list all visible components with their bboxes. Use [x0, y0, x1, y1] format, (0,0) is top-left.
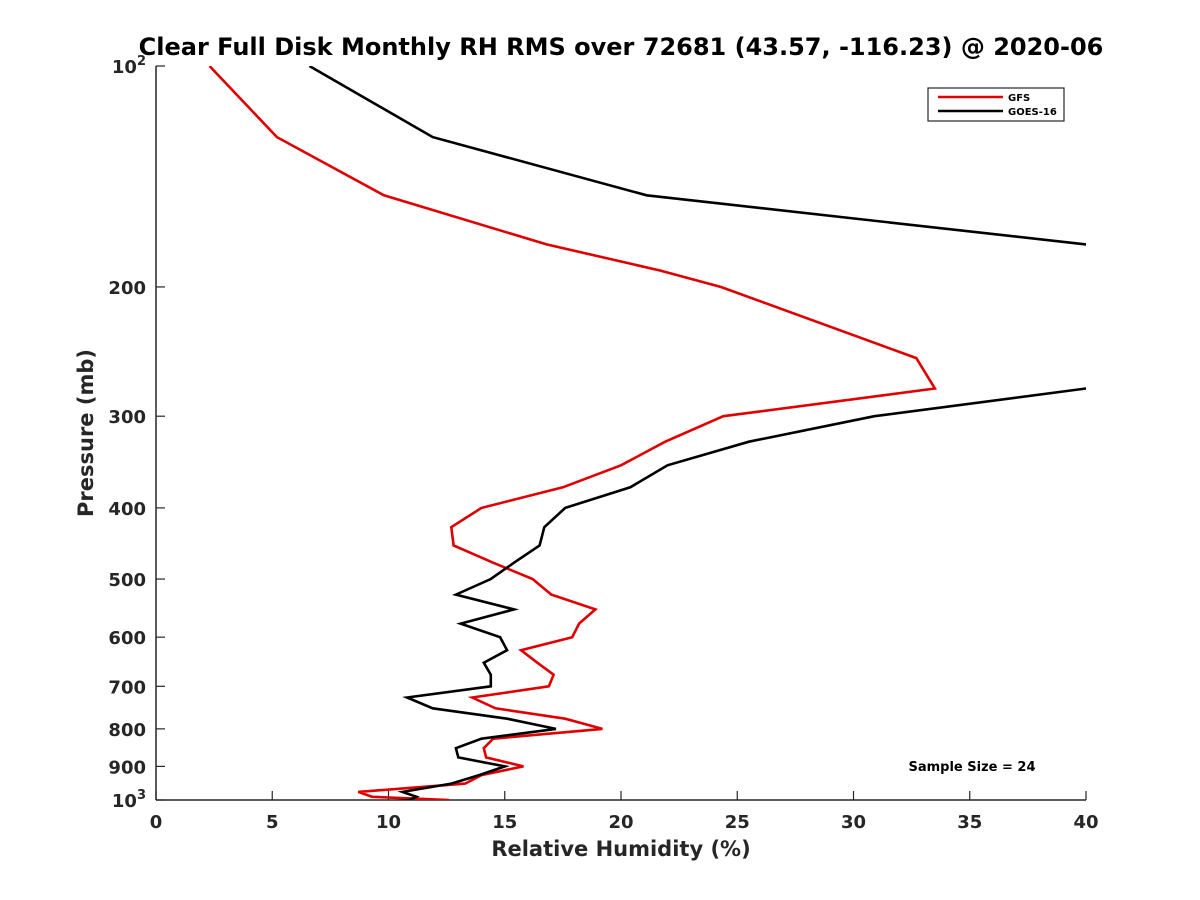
x-tick-label: 25 [725, 812, 750, 833]
x-tick-label: 40 [1073, 812, 1098, 833]
legend-box [927, 87, 1065, 122]
y-tick-label: 102 [112, 54, 146, 78]
y-tick-label: 600 [108, 628, 146, 649]
x-tick-label: 10 [376, 812, 401, 833]
chart-title: Clear Full Disk Monthly RH RMS over 7268… [139, 33, 1104, 61]
x-tick-label: 35 [957, 812, 982, 833]
legend-label-gfs: GFS [1008, 93, 1030, 104]
series-line-goes16 [308, 66, 1086, 800]
series-lines [208, 66, 1086, 800]
x-tick-label: 20 [608, 812, 633, 833]
series-line-gfs [208, 66, 938, 800]
y-tick-label: 200 [108, 278, 146, 299]
y-tick-label: 400 [108, 499, 146, 520]
y-tick-label: 900 [108, 757, 146, 778]
y-tick-label: 800 [108, 720, 146, 741]
y-axis-label: Pressure (mb) [74, 349, 98, 517]
y-axis-ticks: 102 200 300 400 500 600 700 800 900 103 [108, 54, 165, 812]
sample-size-annotation: Sample Size = 24 [908, 760, 1035, 775]
y-tick-label: 300 [108, 407, 146, 428]
x-tick-label: 5 [266, 812, 279, 833]
x-tick-label: 0 [150, 812, 163, 833]
legend: GFS GOES-16 [927, 87, 1065, 122]
y-tick-label: 500 [108, 570, 146, 591]
x-axis-label: Relative Humidity (%) [491, 837, 750, 861]
x-axis-ticks: 0 5 10 15 20 25 30 35 40 [150, 791, 1099, 833]
y-tick-label: 103 [112, 788, 146, 812]
x-tick-label: 15 [492, 812, 517, 833]
x-tick-label: 30 [841, 812, 866, 833]
y-tick-label: 700 [108, 677, 146, 698]
legend-label-goes16: GOES-16 [1008, 107, 1057, 118]
